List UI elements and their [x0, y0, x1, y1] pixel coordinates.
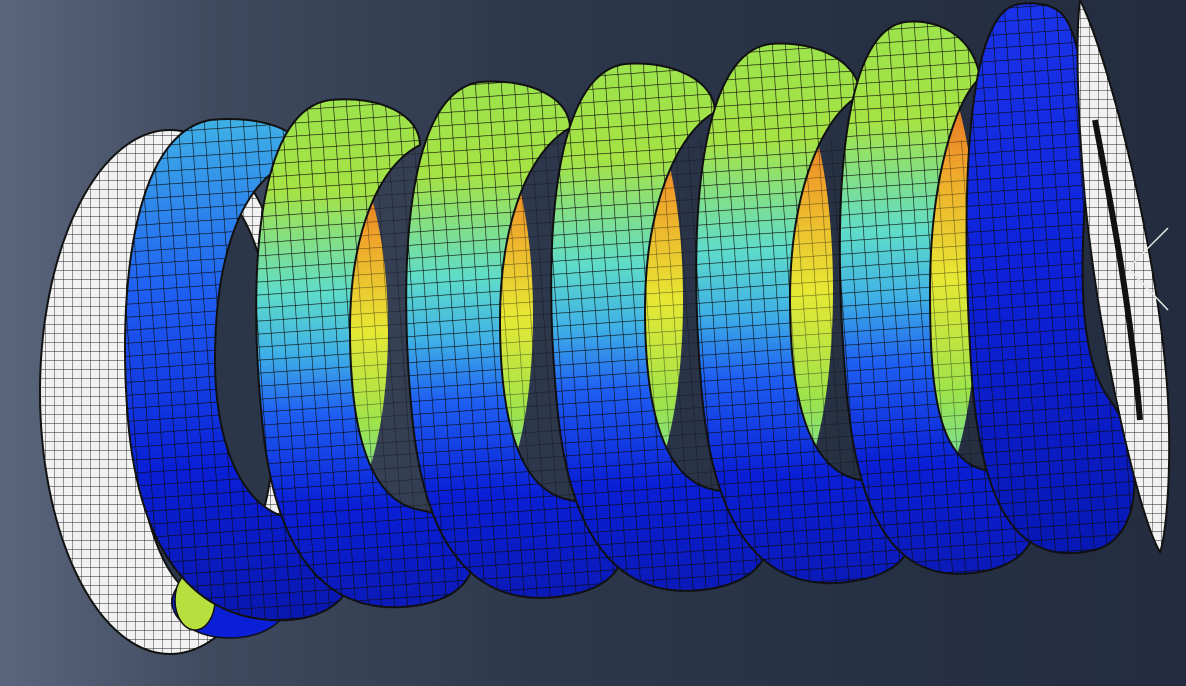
right-end-plate[interactable] [1076, 0, 1171, 555]
view-triad-icon[interactable] [1127, 227, 1169, 311]
